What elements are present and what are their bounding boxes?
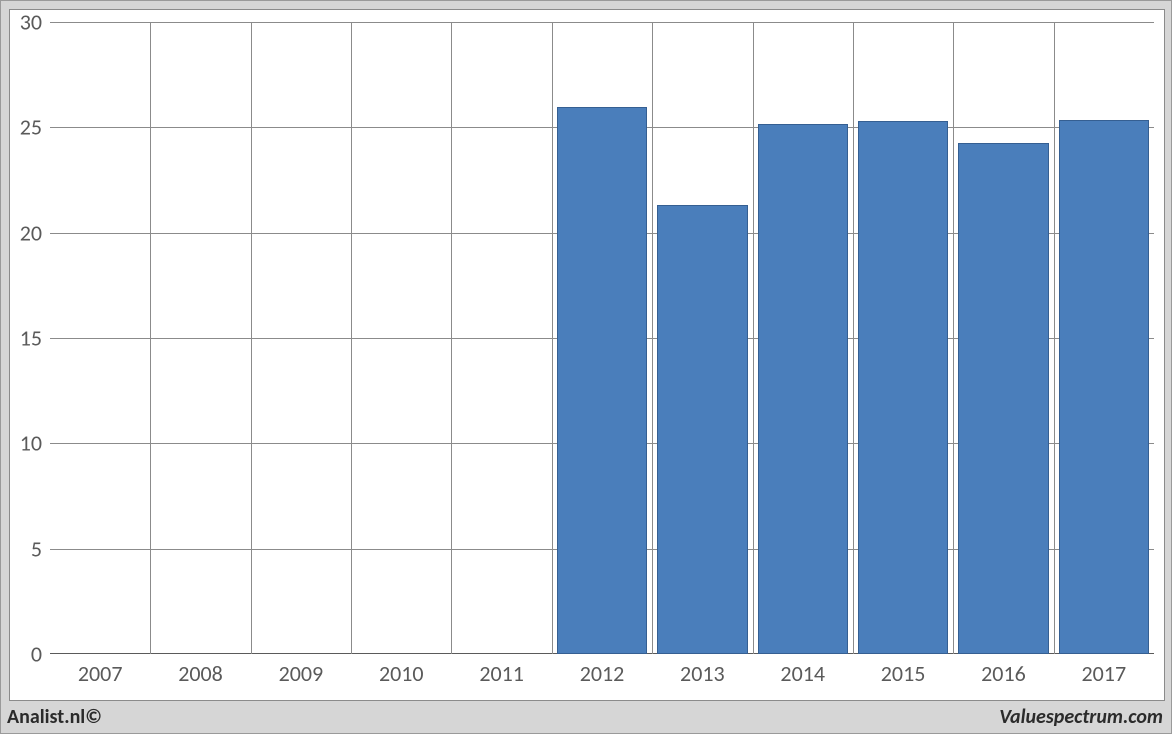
x-tick-label: 2016 <box>981 654 1026 687</box>
bar <box>758 124 848 654</box>
chart-outer-frame: 0 5 10 15 20 25 30 2007 2008 2009 2010 2011 2012 2013… <box>0 0 1172 734</box>
footer-left-credit: Analist.nl© <box>7 705 102 729</box>
x-tick-label: 2013 <box>680 654 725 687</box>
y-tick-label: 15 <box>20 325 50 352</box>
plot-area: 0510152025302007200820092010201120122013… <box>50 22 1154 654</box>
x-tick-label: 2015 <box>881 654 926 687</box>
x-tick-label: 2017 <box>1082 654 1127 687</box>
y-tick-label: 0 <box>31 641 50 668</box>
y-tick-label: 10 <box>20 430 50 457</box>
gridline-vertical <box>251 22 252 654</box>
plot-frame: 0 5 10 15 20 25 30 2007 2008 2009 2010 2011 2012 2013… <box>9 9 1165 701</box>
footer-right-credit: Valuespectrum.com <box>999 705 1163 729</box>
y-tick-label: 5 <box>31 535 50 562</box>
bar <box>958 143 1048 654</box>
y-tick-label: 20 <box>20 219 50 246</box>
x-tick-label: 2012 <box>580 654 625 687</box>
bar <box>657 205 747 654</box>
y-tick-label: 25 <box>20 114 50 141</box>
bar <box>557 107 647 654</box>
y-tick-label: 30 <box>20 9 50 36</box>
gridline-vertical <box>753 22 754 654</box>
x-tick-label: 2007 <box>78 654 123 687</box>
x-tick-label: 2008 <box>178 654 223 687</box>
gridline-vertical <box>451 22 452 654</box>
gridline-vertical <box>552 22 553 654</box>
gridline-vertical <box>953 22 954 654</box>
gridline-vertical <box>853 22 854 654</box>
gridline-horizontal <box>50 22 1154 23</box>
gridline-vertical <box>1054 22 1055 654</box>
bar <box>858 121 948 654</box>
x-tick-label: 2009 <box>279 654 324 687</box>
x-tick-label: 2014 <box>780 654 825 687</box>
gridline-vertical <box>351 22 352 654</box>
gridline-vertical <box>150 22 151 654</box>
x-tick-label: 2011 <box>479 654 524 687</box>
bar <box>1059 120 1149 654</box>
x-tick-label: 2010 <box>379 654 424 687</box>
gridline-vertical <box>652 22 653 654</box>
